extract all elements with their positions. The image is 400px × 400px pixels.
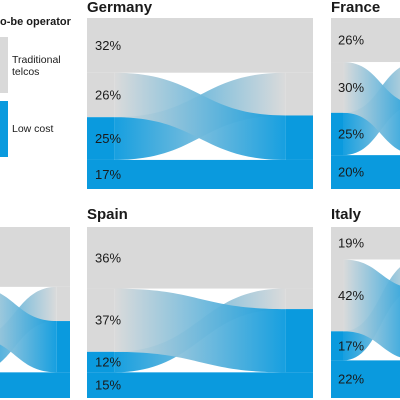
panel-title-france: France [331, 0, 380, 16]
value-label-traditional-stay: 19% [338, 236, 364, 251]
band-lowcost-stay [0, 372, 70, 398]
band-traditional-stay [331, 18, 400, 63]
panel-title-italy: Italy [331, 206, 362, 223]
value-label-traditional-switch: 37% [95, 313, 121, 328]
flow-traditional-to-lowcost [0, 293, 57, 373]
value-label-traditional-stay: 26% [338, 33, 364, 48]
value-label-lowcost-switch: 25% [338, 126, 364, 141]
panel-italy: 19% 42% 17% 22% [331, 227, 400, 398]
legend-label-traditional-line-2: telcos [12, 66, 39, 78]
band-lowcost-stay [331, 360, 400, 398]
band-lowcost-switch-end [285, 72, 313, 116]
band-traditional-switch-end [56, 321, 70, 373]
value-label-lowcost-switch: 17% [338, 338, 364, 353]
band-traditional-stay [331, 227, 400, 260]
legend-swatch-lowcost [0, 101, 8, 157]
band-lowcost-switch-end [285, 288, 313, 310]
band-traditional-switch-start [87, 72, 115, 118]
band-lowcost-switch-start [87, 117, 115, 160]
band-lowcost-stay [87, 159, 313, 189]
panel-spain: 36% 37% 12% 15% [87, 227, 313, 398]
value-label-lowcost-stay: 17% [95, 167, 121, 182]
legend-title: o-be operator [0, 16, 72, 28]
band-traditional-stay [87, 227, 313, 289]
value-label-lowcost-switch: 25% [95, 131, 121, 146]
band-traditional-switch-start [87, 288, 115, 352]
flow-traditional-to-lowcost [343, 62, 400, 151]
flow-traditional-to-lowcost [343, 259, 400, 358]
panel-title-spain: Spain [87, 206, 128, 223]
band-traditional-switch-start [331, 259, 343, 332]
band-lowcost-switch-start [331, 331, 343, 361]
band-traditional-switch-end [285, 115, 313, 160]
legend-label-traditional: Traditional telcos [12, 54, 64, 78]
band-lowcost-switch-end [56, 286, 70, 322]
value-label-traditional-stay: 36% [95, 250, 121, 265]
band-traditional-stay [87, 18, 313, 73]
flow-traditional-to-lowcost [114, 72, 286, 160]
band-lowcost-stay [331, 155, 400, 189]
value-label-lowcost-switch: 12% [95, 355, 121, 370]
value-label-traditional-switch: 42% [338, 288, 364, 303]
band-traditional-stay [0, 227, 70, 287]
panel-germany: 32% 26% 25% 17% [87, 18, 313, 189]
legend-swatch-traditional [0, 37, 8, 93]
band-lowcost-switch-start [331, 112, 343, 156]
panel-unlabeled [0, 227, 70, 398]
value-label-lowcost-stay: 15% [95, 378, 121, 393]
panel-title-germany: Germany [87, 0, 153, 16]
legend-label-traditional-line-1: Traditional [12, 54, 61, 66]
value-label-lowcost-stay: 22% [338, 372, 364, 387]
band-lowcost-switch-start [87, 351, 115, 373]
value-label-traditional-stay: 32% [95, 38, 121, 53]
panel-france: 26% 30% 25% 20% [331, 18, 400, 189]
value-label-traditional-switch: 30% [338, 80, 364, 95]
band-lowcost-stay [87, 372, 313, 398]
value-label-traditional-switch: 26% [95, 87, 121, 102]
band-traditional-switch-end [285, 309, 313, 373]
band-traditional-switch-start [331, 62, 343, 113]
flow-traditional-to-lowcost [114, 288, 286, 373]
value-label-lowcost-stay: 20% [338, 165, 364, 180]
legend-label-lowcost: Low cost [12, 123, 54, 135]
legend: o-be operator Traditional telcos Low cos… [0, 16, 72, 157]
